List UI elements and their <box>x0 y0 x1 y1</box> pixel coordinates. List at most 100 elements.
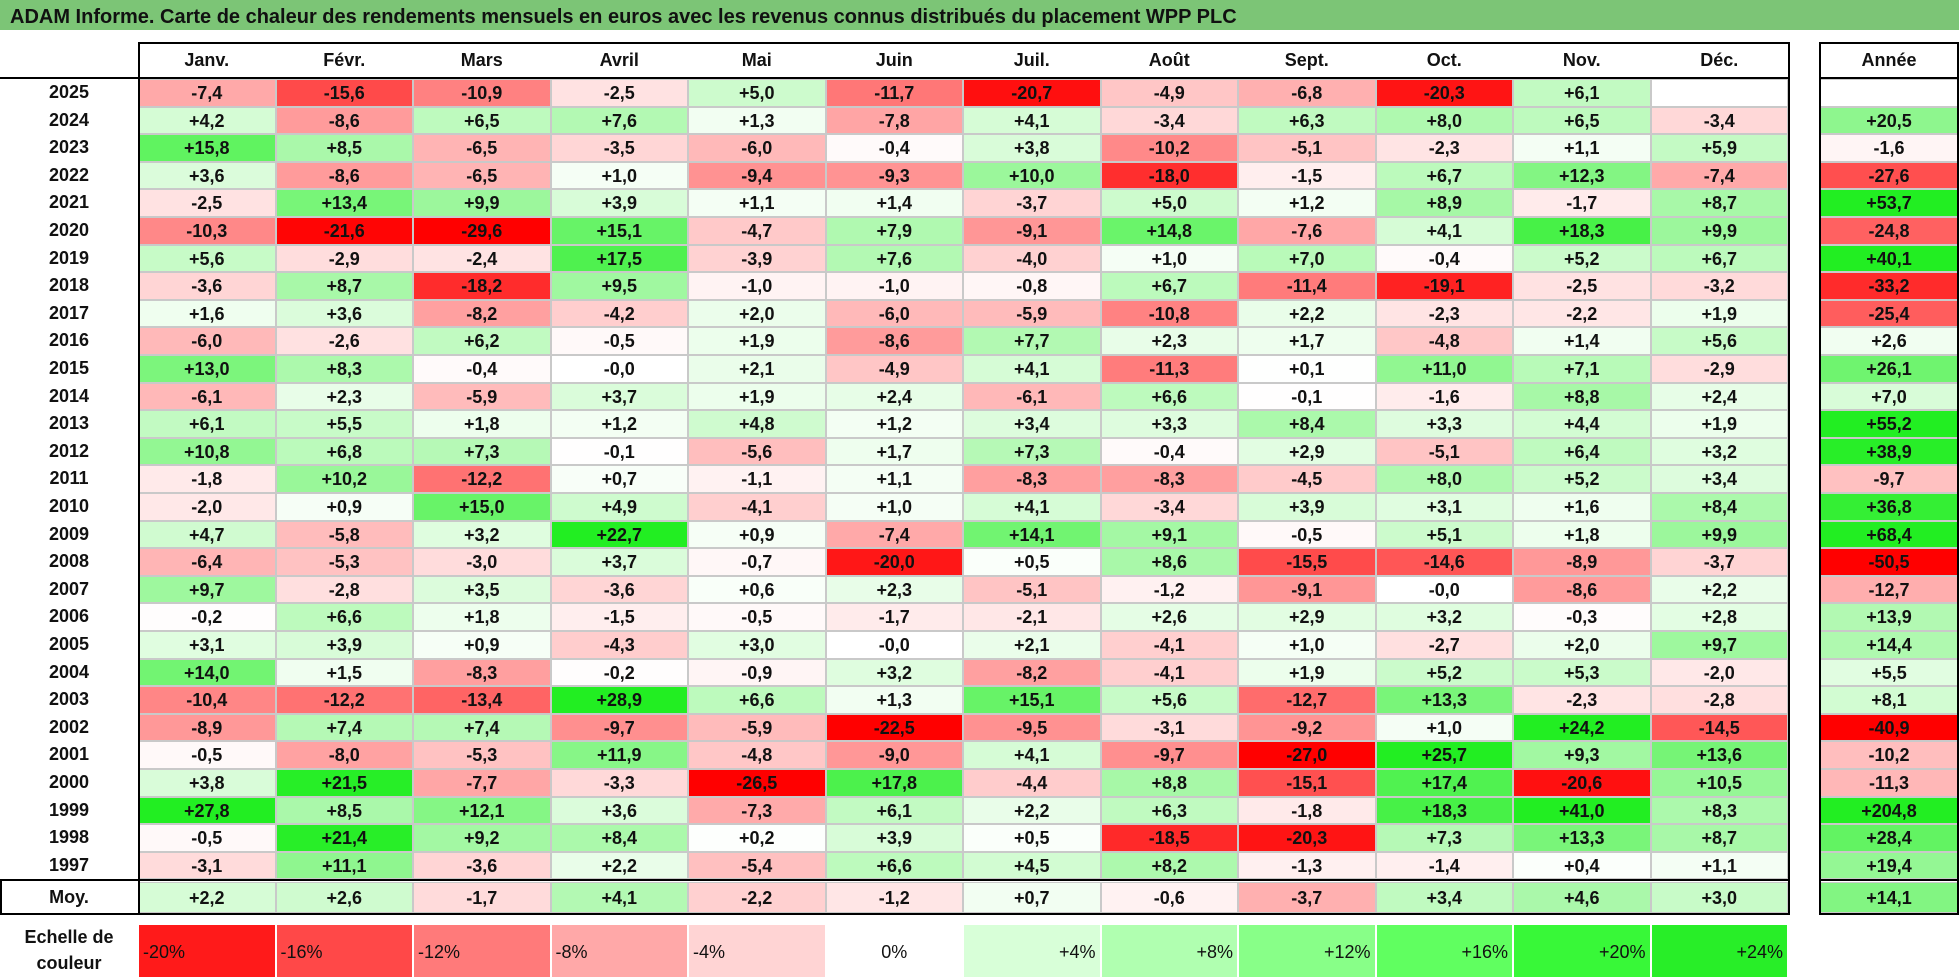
heatmap-cell: -1,3 <box>1238 851 1376 880</box>
heatmap-cell: +25,7 <box>1375 741 1513 769</box>
heatmap-cell: +3,9 <box>1238 493 1376 521</box>
heatmap-cell: +7,9 <box>825 217 963 245</box>
average-cell: -2,2 <box>688 882 826 913</box>
heatmap-cell: -7,7 <box>413 769 551 797</box>
heatmap-cell: -5,9 <box>413 382 551 411</box>
heatmap-cell: -6,8 <box>1238 79 1376 107</box>
heatmap-cell: +9,7 <box>138 575 276 604</box>
annual-cell <box>1819 79 1959 107</box>
heatmap-cell: +7,3 <box>413 437 551 466</box>
average-cell: +2,2 <box>138 882 276 913</box>
heatmap-cell: +5,6 <box>138 244 276 273</box>
heatmap-cell: +9,2 <box>413 824 551 852</box>
month-header: Nov. <box>1562 50 1601 70</box>
scale-swatch: -8% <box>550 924 688 978</box>
heatmap-cell: -0,0 <box>550 355 688 383</box>
heatmap-cell: +8,7 <box>1650 189 1788 217</box>
heatmap-cell: +9,9 <box>1650 217 1788 245</box>
heatmap-cell: -7,8 <box>825 106 963 135</box>
heatmap-cell: +0,5 <box>963 824 1101 852</box>
heatmap-cell: +0,6 <box>688 575 826 604</box>
average-cell: -1,7 <box>413 882 551 913</box>
heatmap-cell: -5,9 <box>688 713 826 742</box>
heatmap-cell: -4,8 <box>688 741 826 769</box>
heatmap-cell: -9,1 <box>963 217 1101 245</box>
month-header: Déc. <box>1700 50 1739 70</box>
heatmap-cell: +1,9 <box>688 327 826 355</box>
heatmap-cell: +5,2 <box>1513 244 1651 273</box>
scale-swatch: -16% <box>275 924 413 978</box>
heatmap-cell: +5,5 <box>275 410 413 438</box>
heatmap-cell: -5,1 <box>963 575 1101 604</box>
heatmap-cell: -12,7 <box>1238 686 1376 714</box>
heatmap-cell: -0,4 <box>825 134 963 162</box>
heatmap-cell: -0,1 <box>550 437 688 466</box>
heatmap-cell: +1,8 <box>1513 520 1651 549</box>
heatmap-cell: -2,8 <box>275 575 413 604</box>
heatmap-cell: -8,6 <box>825 327 963 355</box>
heatmap-cell: -21,6 <box>275 217 413 245</box>
scale-swatch: 0% <box>825 924 963 978</box>
year-label: 2001 <box>48 744 90 765</box>
heatmap-cell: -1,5 <box>1238 161 1376 190</box>
heatmap-cell: +9,1 <box>1100 520 1238 549</box>
heatmap-cell: +2,2 <box>963 796 1101 825</box>
heatmap-cell: +9,9 <box>1650 520 1788 549</box>
year-label: 2014 <box>48 385 90 406</box>
annual-cell: +204,8 <box>1819 796 1959 825</box>
heatmap-cell: -11,7 <box>825 79 963 107</box>
heatmap-cell: +7,3 <box>963 437 1101 466</box>
heatmap-cell: -9,7 <box>550 713 688 742</box>
annual-cell: +36,8 <box>1819 493 1959 521</box>
heatmap-cell: -2,5 <box>1513 272 1651 300</box>
heatmap-cell: -1,8 <box>1238 796 1376 825</box>
header-separator <box>0 77 1790 79</box>
heatmap-cell: -4,8 <box>1375 327 1513 355</box>
page-title: ADAM Informe. Carte de chaleur des rende… <box>0 0 1959 32</box>
heatmap-cell: -2,4 <box>413 244 551 273</box>
heatmap-cell: +2,1 <box>963 631 1101 659</box>
heatmap-cell: +7,1 <box>1513 355 1651 383</box>
year-label: 2013 <box>48 413 90 434</box>
average-cell: +0,7 <box>963 882 1101 913</box>
heatmap-cell: +3,2 <box>1650 437 1788 466</box>
heatmap-cell: -20,3 <box>1238 824 1376 852</box>
heatmap-cell: -10,4 <box>138 686 276 714</box>
heatmap-cell: +6,8 <box>275 437 413 466</box>
heatmap-cell: -4,9 <box>825 355 963 383</box>
heatmap-cell: +11,0 <box>1375 355 1513 383</box>
heatmap-cell: -0,5 <box>688 603 826 631</box>
heatmap-cell: -8,6 <box>275 161 413 190</box>
average-cell: -0,6 <box>1100 882 1238 913</box>
heatmap-cell: +21,5 <box>275 769 413 797</box>
annual-cell: +2,6 <box>1819 327 1959 355</box>
heatmap-cell: +2,6 <box>1100 603 1238 631</box>
heatmap-cell: +3,9 <box>550 189 688 217</box>
heatmap-cell: +3,6 <box>138 161 276 190</box>
annual-cell: +5,5 <box>1819 658 1959 687</box>
heatmap-cell: +11,9 <box>550 741 688 769</box>
heatmap-cell: +12,3 <box>1513 161 1651 190</box>
month-header: Juil. <box>1013 50 1050 70</box>
heatmap-cell: -0,4 <box>1100 437 1238 466</box>
heatmap-cell: -9,3 <box>825 161 963 190</box>
scale-swatch: +4% <box>963 924 1101 978</box>
heatmap-cell: +9,5 <box>550 272 688 300</box>
heatmap-cell: +3,0 <box>688 631 826 659</box>
heatmap-cell: -1,8 <box>138 465 276 493</box>
heatmap-cell: +22,7 <box>550 520 688 549</box>
heatmap-cell: -0,1 <box>1238 382 1376 411</box>
heatmap-cell: -2,5 <box>550 79 688 107</box>
heatmap-cell: +3,5 <box>413 575 551 604</box>
heatmap-cell: +3,6 <box>550 796 688 825</box>
heatmap-cell: +2,4 <box>1650 382 1788 411</box>
heatmap-cell: -2,0 <box>1650 658 1788 687</box>
heatmap-cell: +1,2 <box>1238 189 1376 217</box>
heatmap-cell: +2,9 <box>1238 437 1376 466</box>
heatmap-cell: +8,3 <box>275 355 413 383</box>
heatmap-cell: -8,2 <box>413 299 551 328</box>
heatmap-cell: +11,1 <box>275 851 413 880</box>
heatmap-cell: -7,4 <box>138 79 276 107</box>
heatmap-cell: -0,9 <box>688 658 826 687</box>
